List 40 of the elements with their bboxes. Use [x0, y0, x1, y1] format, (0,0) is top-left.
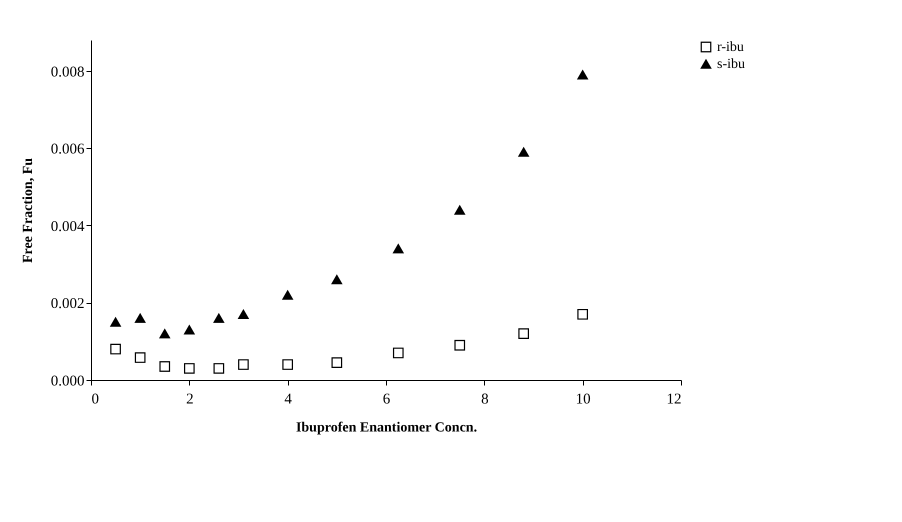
point — [238, 359, 249, 370]
y-axis-title: Free Fraction, Fu — [20, 158, 36, 264]
point — [134, 352, 146, 363]
point — [577, 70, 588, 80]
point — [331, 357, 342, 368]
x-tick-label: 8 — [481, 392, 489, 408]
point — [454, 205, 466, 215]
x-tick-label: 10 — [576, 392, 591, 408]
x-tick-label: 0 — [92, 392, 99, 408]
x-tick-label: 12 — [666, 392, 682, 408]
point — [110, 317, 121, 327]
point — [282, 290, 294, 300]
y-tick-label: 0.000 — [50, 374, 84, 390]
point — [238, 310, 249, 320]
point — [282, 359, 294, 370]
point — [159, 328, 170, 338]
point — [392, 348, 404, 358]
y-tick-label: 0.002 — [50, 296, 84, 312]
point — [159, 361, 170, 372]
point — [134, 313, 146, 323]
x-tick-label: 6 — [382, 392, 391, 408]
point — [110, 344, 121, 354]
point — [331, 274, 342, 284]
x-tick-label: 2 — [186, 392, 194, 408]
y-tick-label: 0.006 — [50, 142, 85, 158]
point — [518, 147, 530, 157]
point — [392, 244, 404, 254]
point — [454, 340, 466, 351]
point — [184, 325, 195, 334]
point — [213, 363, 224, 374]
legend-label: s-ibu — [717, 57, 745, 72]
y-tick-label: 0.008 — [50, 64, 84, 80]
point — [184, 363, 195, 374]
point — [577, 308, 588, 320]
x-tick-label: 4 — [284, 392, 292, 408]
point — [213, 313, 224, 323]
legend-label: r-ibu — [717, 40, 744, 55]
y-tick-label: 0.004 — [50, 218, 85, 235]
point — [518, 328, 530, 339]
x-axis-title: Ibuprofen Enantiomer Concn. — [296, 420, 478, 436]
